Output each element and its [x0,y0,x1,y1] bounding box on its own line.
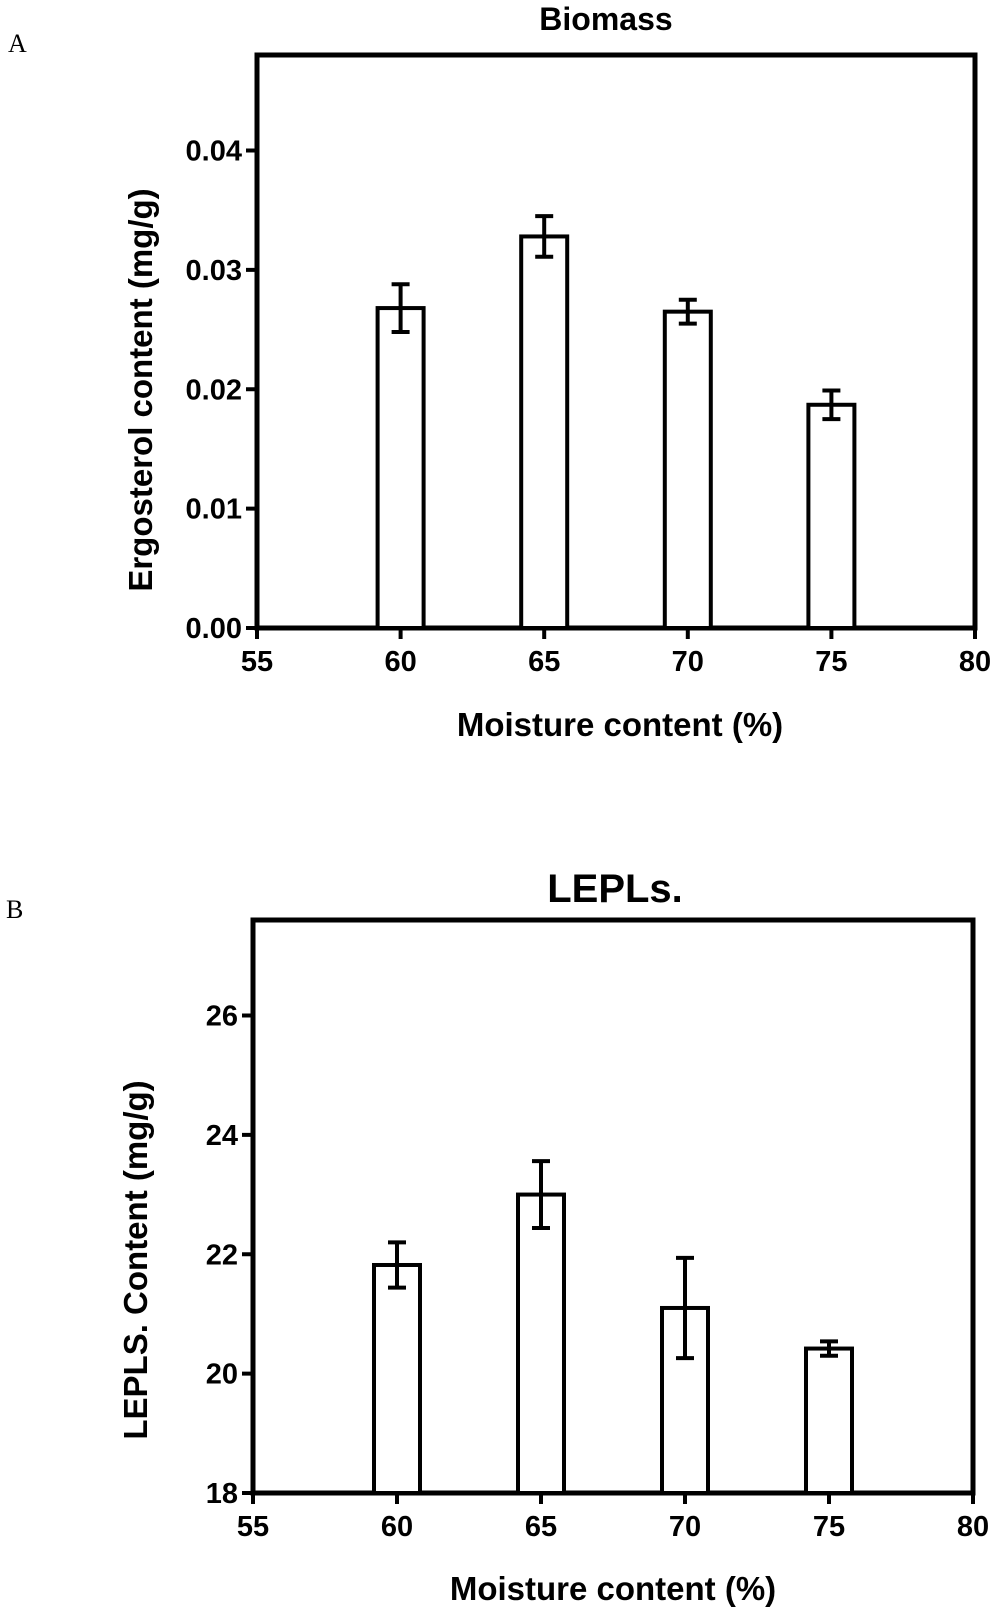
panel-a-y-tick-label-4: 0.04 [186,136,242,168]
panel-a-x-tick-label-0: 55 [241,646,273,678]
panel-b-y-tick-label-2: 22 [206,1239,238,1271]
panel-b-letter: B [6,895,23,924]
panel-b-x-tick-label-1: 60 [381,1511,413,1543]
panel-a-x-tick-label-3: 70 [672,646,704,678]
panel-b-y-tick-label-3: 24 [206,1120,238,1152]
panel-a-x-tick-label-4: 75 [815,646,847,678]
panel-a-error-bars [391,214,841,422]
panel-a-y-tick-label-3: 0.03 [186,255,242,287]
panel-b: B LEPLs. 18 20 22 24 26 55 60 65 70 75 80 Moistur… [6,867,989,1607]
panel-b-x-tick-label-3: 70 [669,1511,701,1543]
panel-a-bar-1 [519,234,570,630]
panel-b-x-tick-label-4: 75 [813,1511,845,1543]
panel-b-y-tick-label-1: 20 [206,1359,238,1391]
panel-a-x-tick-label-1: 60 [384,646,416,678]
panel-a-title: Biomass [539,1,672,37]
panel-a: A Biomass 0.00 0.01 0.02 0.03 0.04 55 60 65 70 7… [8,1,991,743]
panel-a-bar-2 [662,309,713,630]
panel-b-bars [372,1192,854,1496]
panel-a-y-tick-label-1: 0.01 [186,494,242,526]
panel-b-y-ticks: 18 20 22 24 26 [206,1001,253,1510]
panel-b-bar-1 [516,1192,566,1495]
panel-a-bar-3 [806,402,857,630]
panel-b-x-tick-label-2: 65 [525,1511,557,1543]
panel-b-x-tick-label-5: 80 [957,1511,989,1543]
panel-b-y-tick-label-4: 26 [206,1001,238,1033]
panel-b-plot-frame [250,917,976,1496]
panel-a-bars [375,234,857,630]
panel-a-x-ticks: 55 60 65 70 75 80 [241,628,991,678]
panel-b-x-axis-label: Moisture content (%) [450,1570,776,1607]
panel-a-x-axis-label: Moisture content (%) [457,706,783,743]
panel-b-x-ticks: 55 60 65 70 75 80 [237,1493,989,1543]
panel-a-y-tick-label-2: 0.02 [186,374,242,406]
panel-a-y-tick-label-0: 0.00 [186,613,242,645]
panel-b-error-bars [388,1159,838,1361]
panel-b-title: LEPLs. [547,867,683,911]
panel-a-y-ticks: 0.00 0.01 0.02 0.03 0.04 [186,136,257,645]
panel-a-x-tick-label-2: 65 [528,646,560,678]
panel-a-plot-frame [254,52,978,631]
panel-b-bar-3 [804,1346,854,1496]
panel-b-x-tick-label-0: 55 [237,1511,269,1543]
panel-a-y-axis-label: Ergosterol content (mg/g) [122,188,159,591]
panel-b-y-tick-label-0: 18 [206,1478,238,1510]
panel-b-y-axis-label: LEPLS. Content (mg/g) [117,1080,154,1439]
panel-a-x-tick-label-5: 80 [959,646,991,678]
panel-a-letter: A [8,29,27,58]
panel-b-bar-0 [372,1262,422,1496]
panel-a-bar-0 [375,306,426,630]
